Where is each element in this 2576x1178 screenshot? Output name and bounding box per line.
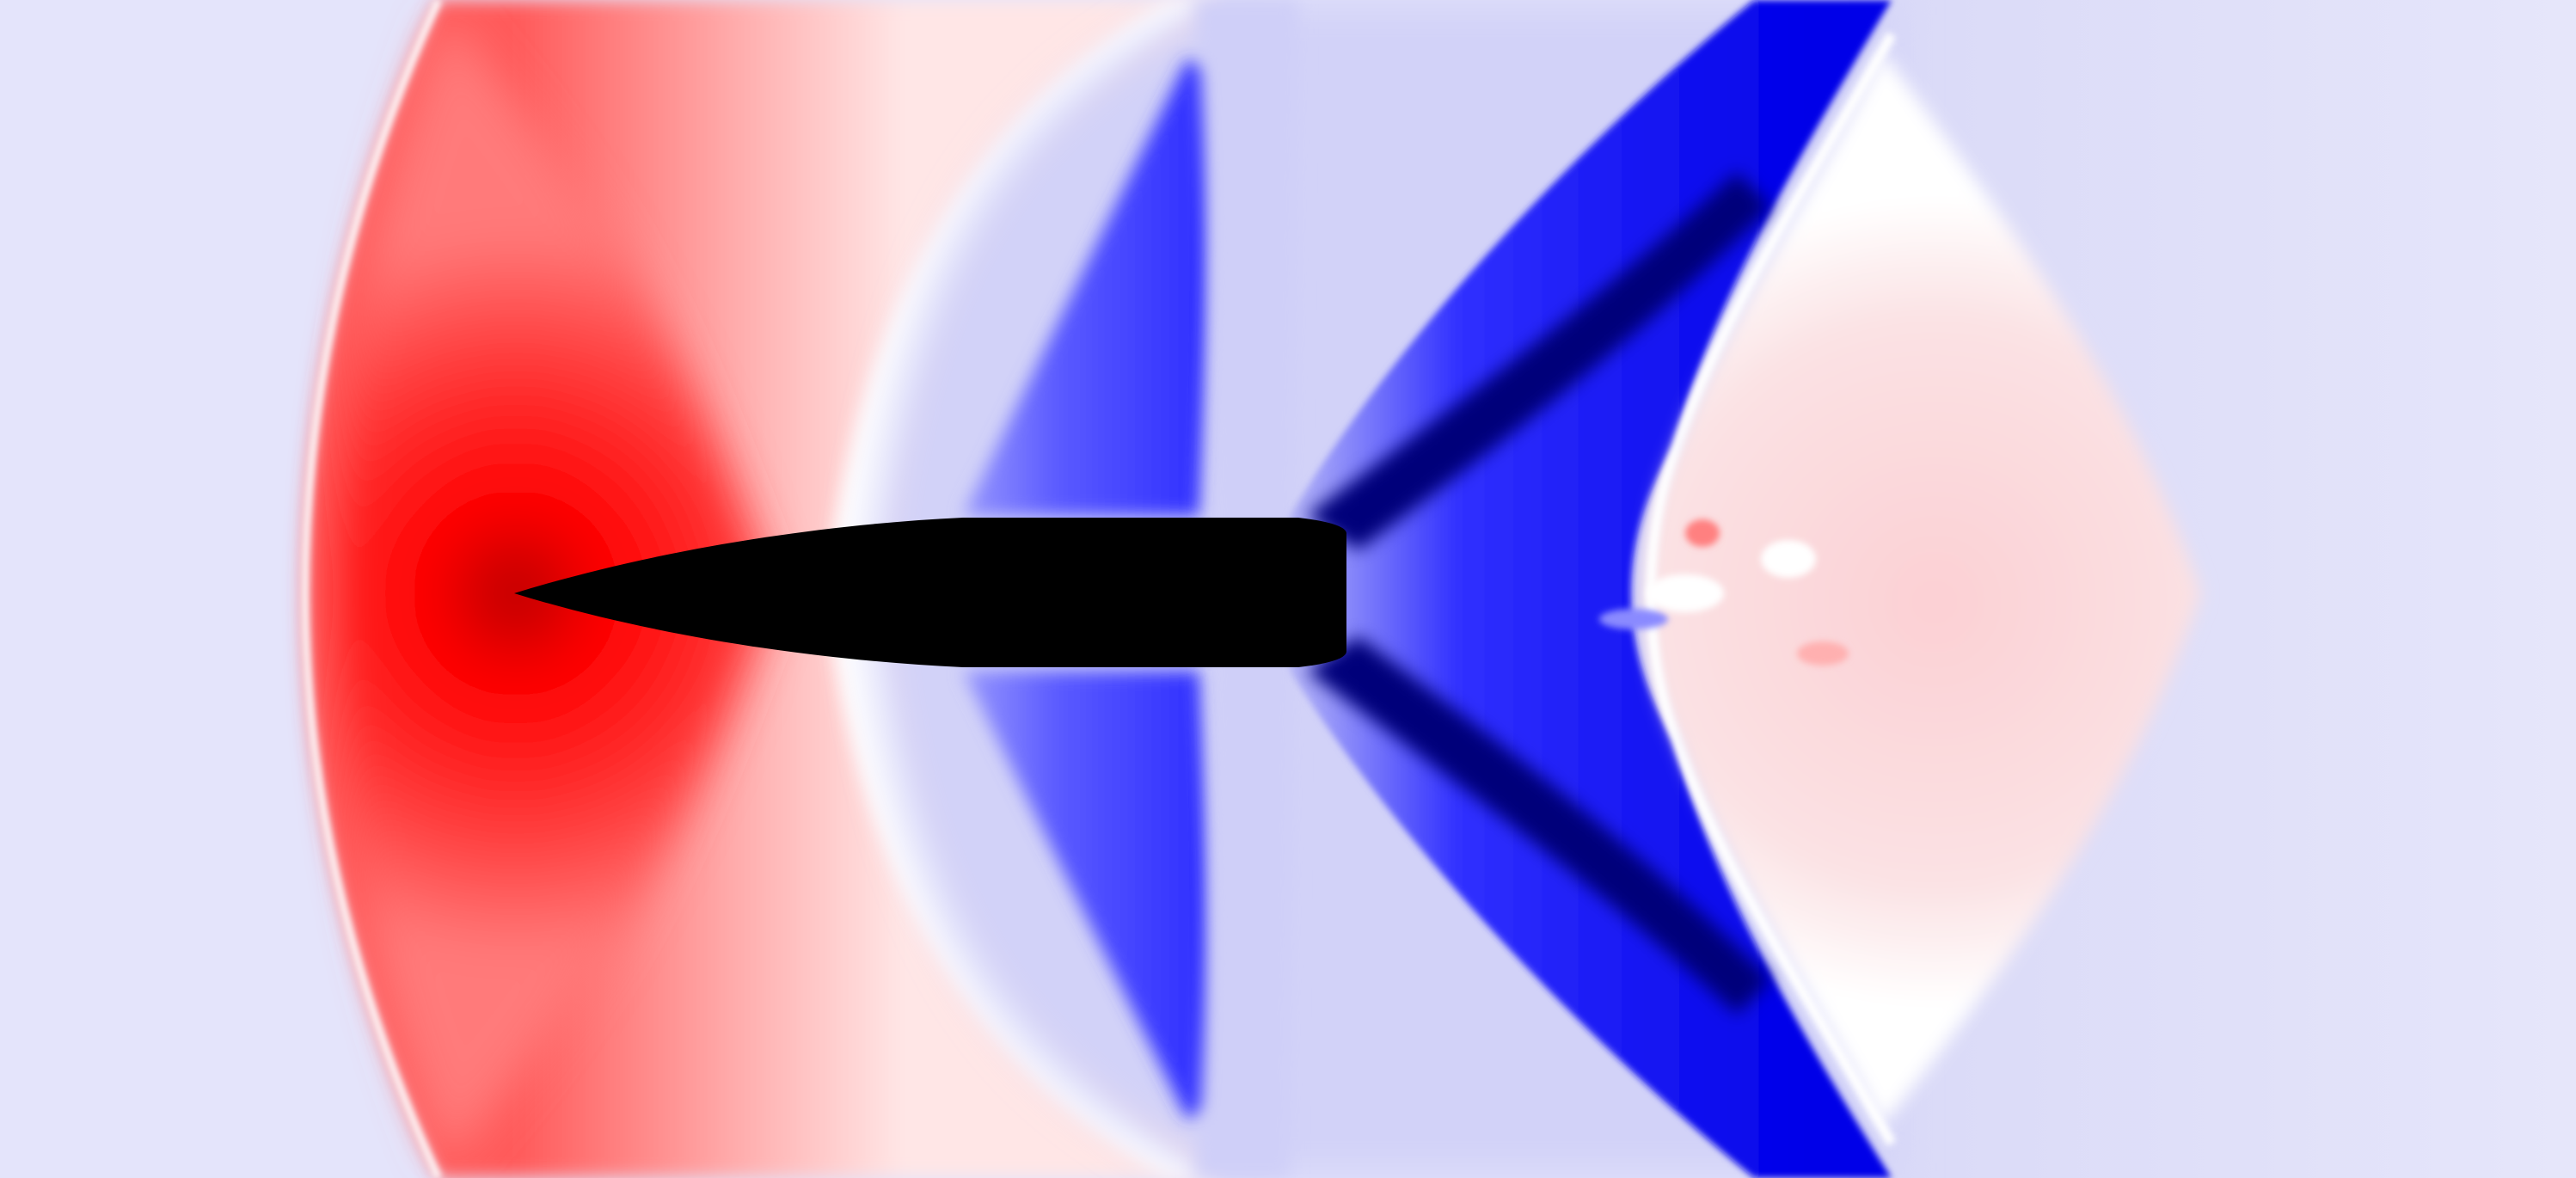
bow-shock-front: [301, 0, 442, 1178]
shoulder-expansion-fan: [963, 60, 1221, 1118]
recompression-region: [1644, 52, 2201, 1126]
transition-band: [825, 0, 1221, 1178]
wake-vortices: [1599, 519, 1849, 666]
wake-shear-layer: [1307, 172, 1771, 1015]
wake-expansion-region: [1290, 0, 1892, 1178]
projectile-body: [514, 518, 1346, 667]
